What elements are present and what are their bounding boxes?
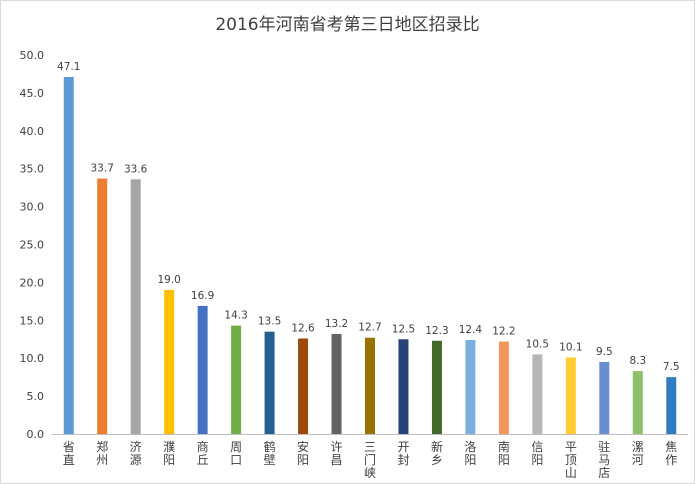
bar bbox=[632, 371, 643, 434]
data-label: 33.7 bbox=[91, 163, 114, 175]
x-category-label: 信阳 bbox=[531, 440, 543, 467]
bar bbox=[331, 333, 342, 434]
bar bbox=[666, 377, 677, 434]
x-category-label: 省直 bbox=[63, 440, 75, 467]
x-category-label: 焦作 bbox=[665, 440, 677, 467]
bar bbox=[465, 340, 476, 434]
y-tick-label: 20.0 bbox=[20, 276, 45, 289]
data-label: 9.5 bbox=[596, 346, 613, 358]
y-tick-label: 50.0 bbox=[20, 49, 45, 62]
bar bbox=[63, 76, 74, 435]
bar bbox=[197, 305, 208, 434]
data-label: 12.3 bbox=[425, 325, 448, 337]
x-category-label: 开封 bbox=[397, 440, 409, 467]
data-label: 14.3 bbox=[224, 310, 247, 322]
y-tick-label: 10.0 bbox=[20, 352, 45, 365]
x-category-label: 郑州 bbox=[96, 439, 108, 467]
data-label: 16.9 bbox=[191, 290, 214, 302]
x-category-label: 新乡 bbox=[431, 439, 443, 467]
data-label: 12.5 bbox=[392, 323, 415, 335]
data-label: 33.6 bbox=[124, 163, 148, 175]
y-tick-label: 30.0 bbox=[20, 201, 45, 214]
x-category-label: 安阳 bbox=[297, 439, 309, 467]
x-category-label: 漯河 bbox=[632, 440, 644, 467]
data-label: 19.0 bbox=[157, 274, 180, 286]
bar bbox=[298, 338, 309, 434]
x-category-label: 洛阳 bbox=[464, 439, 476, 467]
y-tick-label: 5.0 bbox=[27, 390, 45, 403]
bar bbox=[532, 354, 543, 434]
x-category-label: 周口 bbox=[230, 440, 242, 467]
x-category-label: 三门峡 bbox=[364, 440, 376, 480]
bar bbox=[97, 178, 108, 434]
y-tick-label: 0.0 bbox=[27, 428, 45, 441]
y-tick-label: 35.0 bbox=[20, 163, 45, 176]
data-label: 12.6 bbox=[291, 322, 315, 334]
bar bbox=[431, 340, 442, 434]
bar bbox=[365, 337, 375, 434]
bar bbox=[130, 179, 141, 434]
data-label: 12.4 bbox=[459, 324, 483, 336]
y-tick-label: 15.0 bbox=[20, 314, 45, 327]
data-label: 12.2 bbox=[492, 326, 515, 338]
y-tick-label: 25.0 bbox=[20, 239, 45, 252]
x-category-label: 驻马店 bbox=[598, 439, 610, 480]
x-category-label: 商丘 bbox=[197, 439, 209, 467]
chart-title: 2016年河南省考第三日地区招录比 bbox=[215, 15, 480, 35]
y-tick-label: 40.0 bbox=[20, 125, 45, 138]
bar bbox=[164, 289, 175, 434]
data-label: 13.5 bbox=[258, 316, 281, 328]
data-label: 12.7 bbox=[358, 322, 381, 334]
bar bbox=[231, 325, 242, 434]
data-label: 47.1 bbox=[57, 61, 80, 73]
bar bbox=[264, 331, 275, 434]
bar bbox=[599, 361, 610, 434]
data-label: 10.5 bbox=[526, 338, 549, 350]
x-category-label: 濮阳 bbox=[163, 439, 175, 467]
data-label: 7.5 bbox=[663, 361, 680, 373]
x-category-label: 济源 bbox=[130, 439, 142, 467]
x-category-label: 平顶山 bbox=[565, 440, 577, 480]
data-label: 13.2 bbox=[325, 318, 348, 330]
bar bbox=[498, 341, 509, 434]
y-tick-label: 45.0 bbox=[20, 87, 45, 100]
bar bbox=[398, 339, 409, 434]
x-category-label: 鹤壁 bbox=[264, 439, 276, 467]
x-category-label: 南阳 bbox=[498, 439, 510, 467]
bar bbox=[565, 357, 576, 434]
data-label: 10.1 bbox=[559, 341, 582, 353]
data-label: 8.3 bbox=[629, 355, 646, 367]
x-category-label: 许昌 bbox=[331, 440, 343, 467]
